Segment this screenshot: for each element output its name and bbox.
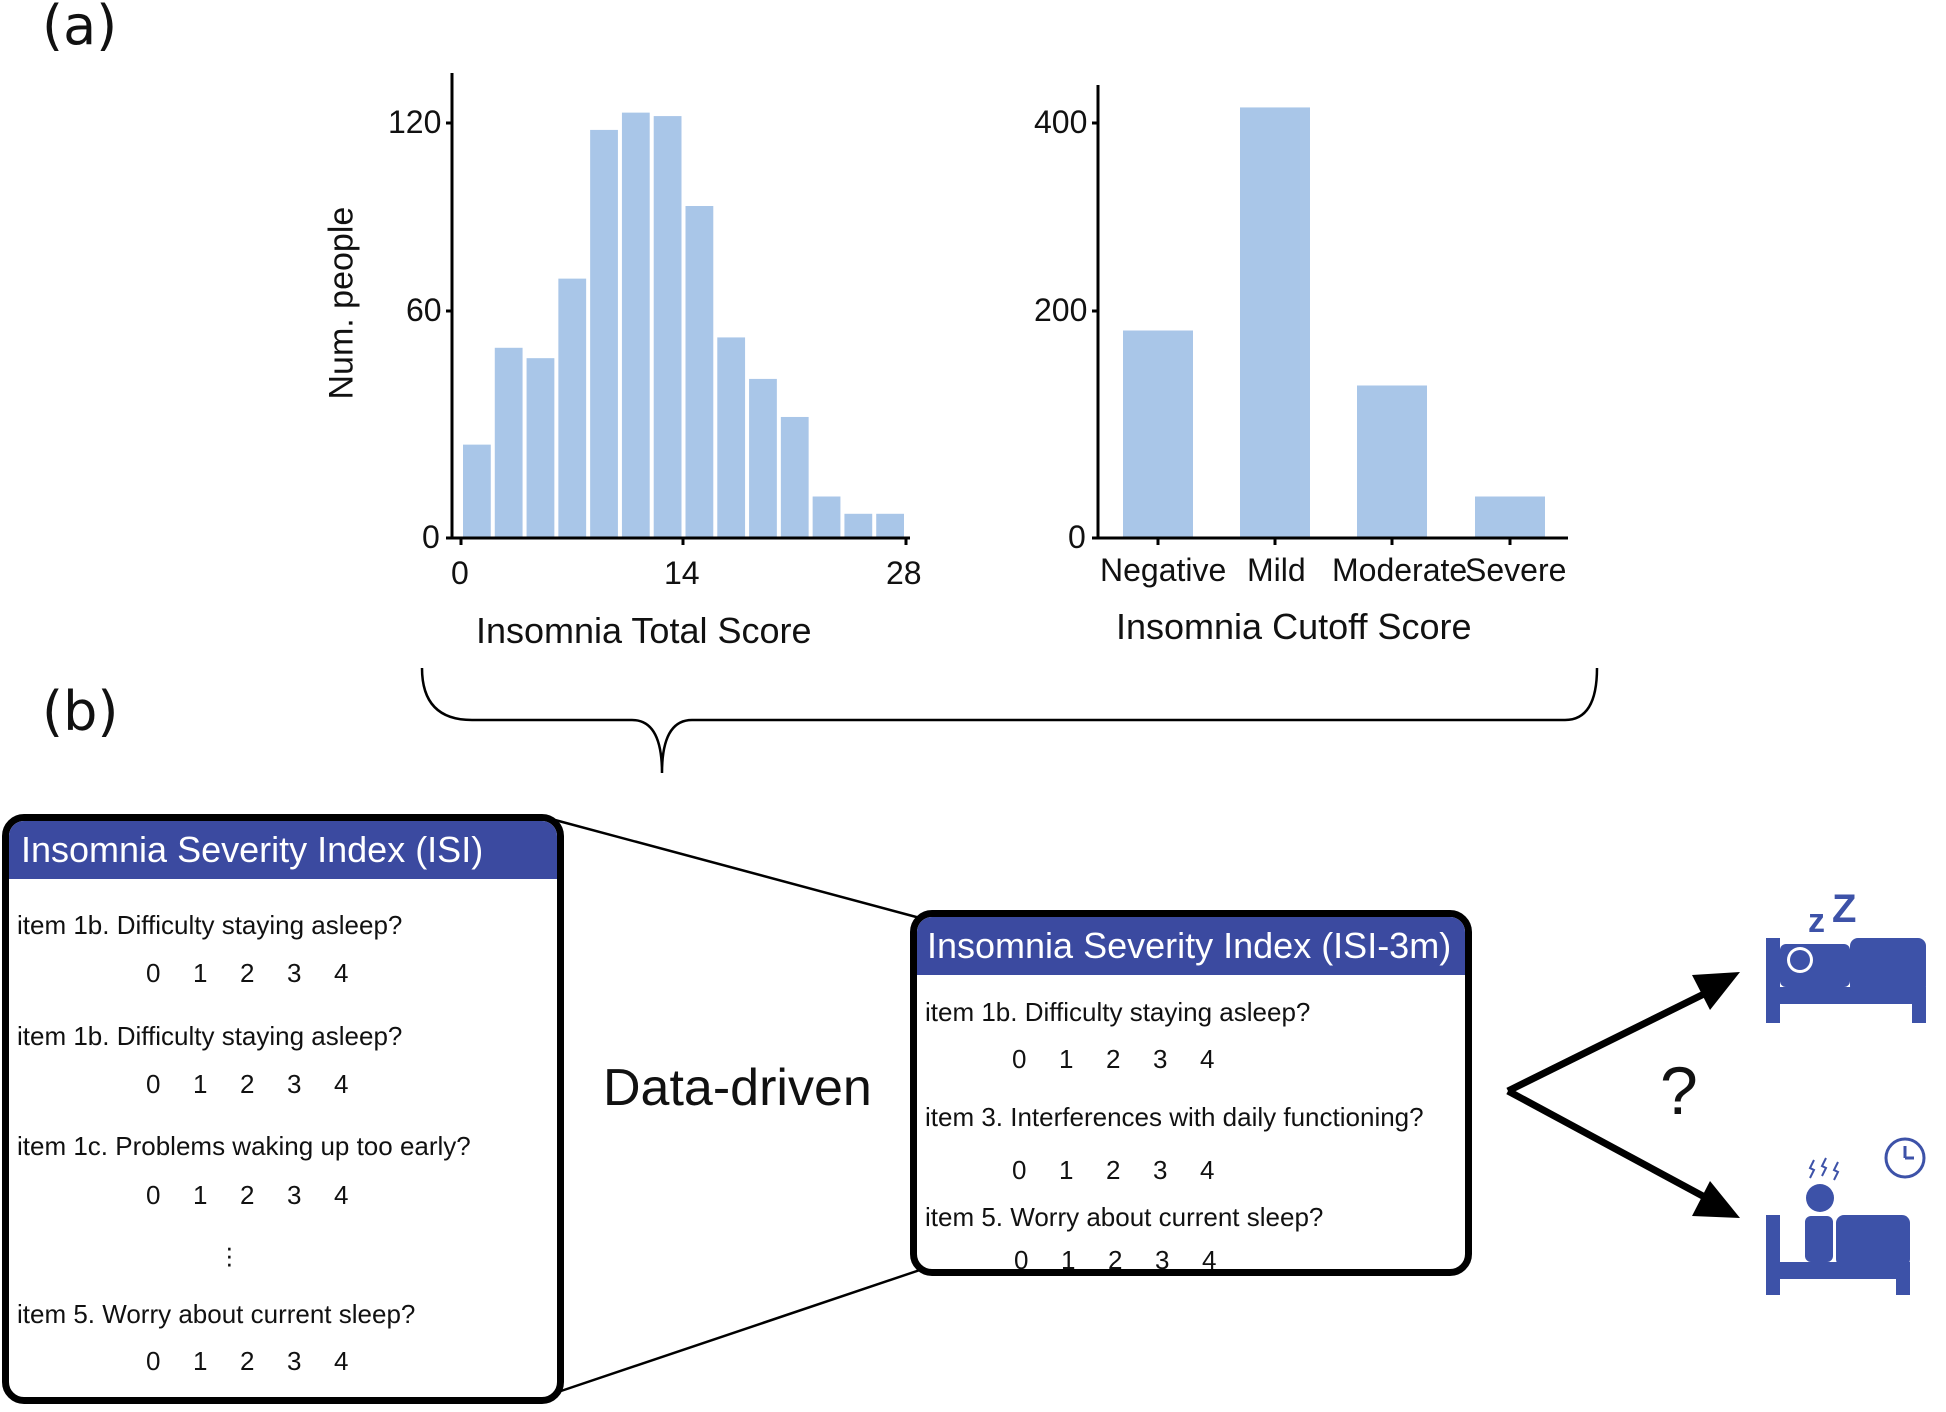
hist-ytick-120: 120	[388, 104, 442, 140]
cat-xtick-severe: Severe	[1465, 552, 1567, 588]
hist-bar-4	[590, 129, 618, 538]
hist-bar-5	[621, 112, 650, 538]
hist-xtick-14: 14	[664, 555, 700, 591]
hist-bar-7	[685, 206, 714, 538]
isi-card: Insomnia Severity Index (ISI) item 1b. D…	[2, 814, 564, 1404]
isi-item-1-question: item 1b. Difficulty staying asleep?	[17, 910, 403, 940]
isi-item-3-question: item 1c. Problems waking up too early?	[17, 1131, 471, 1161]
cat-xtick-negative: Negative	[1100, 552, 1227, 588]
hist-bar-6	[653, 116, 682, 538]
hist-x-label: Insomnia Total Score	[476, 610, 812, 651]
cat-bar-severe	[1475, 496, 1545, 538]
hist-ytick-60: 60	[406, 292, 442, 328]
hist-bar-3	[558, 278, 587, 538]
connector-top	[554, 818, 921, 920]
hist-xtick-0: 0	[451, 555, 469, 591]
isi3m-item-3-question: item 5. Worry about current sleep?	[925, 1202, 1324, 1232]
connector-bottom	[554, 1268, 921, 1395]
isi3m-card: Insomnia Severity Index (ISI-3m) item 1b…	[910, 910, 1472, 1276]
hist-bar-11	[812, 496, 841, 538]
question-mark: ?	[1660, 1053, 1698, 1129]
awake-in-bed-icon	[1766, 1157, 1910, 1295]
svg-text:Z: Z	[1832, 887, 1856, 931]
svg-text:z: z	[1808, 902, 1825, 940]
panel-a-label: (a)	[42, 0, 118, 57]
isi-item-4-question: item 5. Worry about current sleep?	[17, 1299, 416, 1329]
isi-item-2-question: item 1b. Difficulty staying asleep?	[17, 1021, 403, 1051]
cat-ytick-0: 0	[1068, 519, 1086, 555]
hist-y-label: Num. people	[322, 206, 361, 400]
hist-bar-9	[749, 378, 777, 538]
isi3m-title: Insomnia Severity Index (ISI-3m)	[917, 917, 1465, 975]
cat-xtick-moderate: Moderate	[1332, 552, 1468, 588]
cat-x-label: Insomnia Cutoff Score	[1116, 606, 1472, 647]
cat-bar-mild	[1240, 107, 1310, 538]
isi3m-item-1-question: item 1b. Difficulty staying asleep?	[925, 997, 1311, 1027]
hist-bar-10	[780, 416, 809, 538]
clock-icon	[1884, 1137, 1926, 1179]
hist-bar-0	[463, 444, 491, 538]
hist-bar-13	[876, 513, 904, 538]
sleeping-in-bed-icon: z Z	[1766, 887, 1926, 1023]
hist-bar-1	[494, 347, 523, 538]
hist-bar-2	[526, 358, 555, 538]
ellipsis-vertical: · · ·	[225, 1232, 234, 1278]
hist-bar-8	[717, 337, 746, 538]
cat-bar-moderate	[1357, 385, 1427, 538]
cat-bar-negative	[1123, 330, 1193, 538]
hist-bar-12	[844, 513, 873, 538]
hist-xtick-28: 28	[886, 555, 922, 591]
cat-ytick-200: 200	[1034, 292, 1088, 328]
isi-title: Insomnia Severity Index (ISI)	[9, 821, 557, 879]
cat-xtick-mild: Mild	[1247, 552, 1306, 588]
isi3m-item-2-question: item 3. Interferences with daily functio…	[925, 1102, 1424, 1132]
panel-b-label: (b)	[42, 680, 119, 743]
data-driven-label: Data-driven	[603, 1059, 872, 1117]
hist-ytick-0: 0	[422, 519, 440, 555]
brace	[420, 667, 1599, 774]
arrow-icon	[1506, 972, 1740, 1218]
cat-ytick-400: 400	[1034, 104, 1088, 140]
